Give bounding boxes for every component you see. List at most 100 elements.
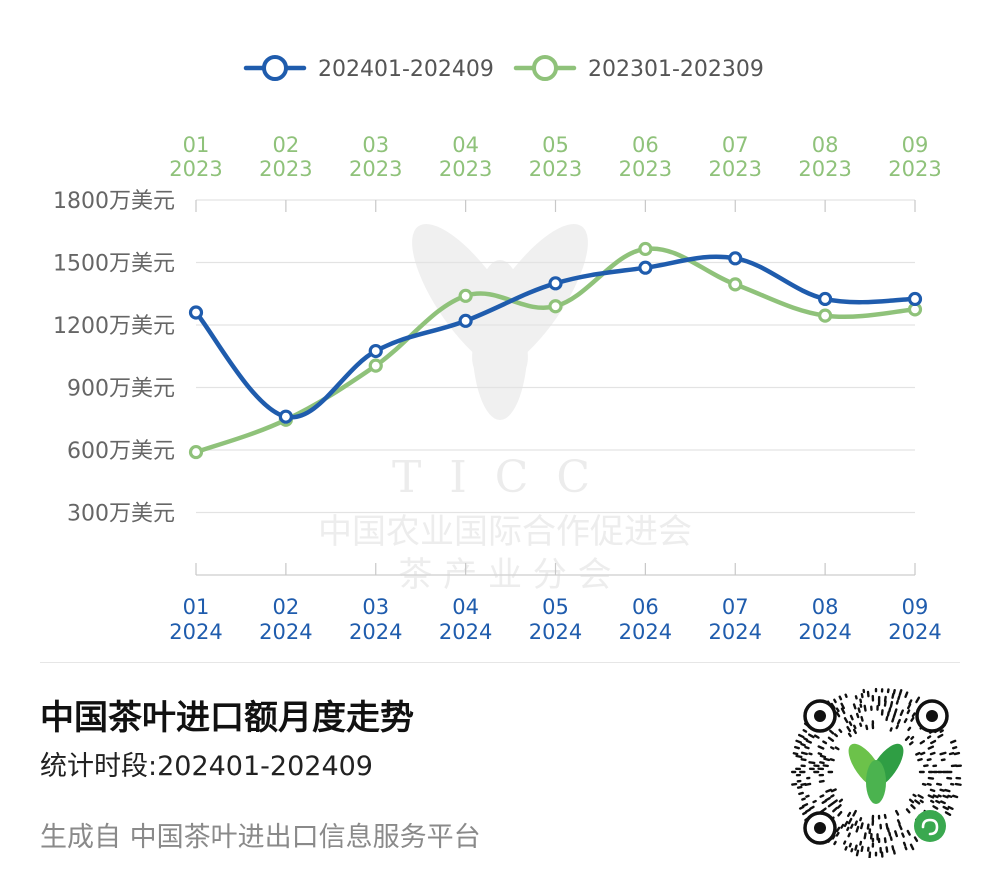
data-point[interactable] (278, 409, 293, 424)
qr-dot (840, 707, 846, 715)
qr-dot (860, 692, 864, 699)
ticc-watermark: TICC 中国农业国际合作促进会 茶 产 业 分 会 (318, 224, 692, 595)
qr-dot (848, 721, 853, 727)
qr-dot (854, 820, 858, 826)
footer-source: 生成自 中国茶叶进出口信息服务平台 (40, 822, 481, 853)
qr-finder-eye (803, 811, 837, 845)
qr-dot (883, 695, 887, 703)
qr-dot (935, 799, 941, 804)
qr-dot (866, 823, 870, 830)
qr-dot (849, 714, 854, 721)
qr-dot (910, 804, 916, 810)
y-tick-label: 1800万美元 (53, 189, 175, 214)
qr-dot (819, 754, 827, 759)
qr-dot (830, 794, 835, 798)
data-point[interactable] (728, 277, 743, 292)
x-tick-label-top-month: 05 (542, 133, 569, 157)
qr-dot (896, 718, 901, 725)
qr-dot (908, 798, 915, 804)
data-point[interactable] (907, 291, 923, 307)
qr-dot (795, 739, 802, 744)
qr-dot (835, 826, 841, 833)
qr-dot (863, 704, 867, 712)
qr-code-miniprogram-icon[interactable] (790, 686, 962, 858)
qr-dot (895, 809, 900, 816)
qr-dot (846, 811, 852, 818)
qr-dot (821, 799, 828, 804)
qr-finder-eye (803, 699, 837, 733)
qr-dot (818, 779, 825, 783)
x-tick-label-top-year: 2023 (259, 157, 312, 181)
qr-dot (805, 794, 810, 798)
tea-leaf-logo-icon (848, 743, 904, 804)
data-point[interactable] (188, 305, 204, 320)
data-point[interactable] (818, 291, 833, 307)
qr-dot (932, 805, 939, 810)
data-point[interactable] (368, 343, 383, 359)
qr-dot (942, 794, 949, 799)
x-tick-label-bottom-year: 2024 (529, 620, 582, 644)
qr-dot (947, 805, 954, 811)
data-point[interactable] (458, 313, 473, 328)
qr-dot (886, 827, 890, 833)
qr-dot (834, 746, 840, 751)
x-tick-label-bottom-month: 08 (812, 595, 839, 619)
qr-dot (936, 782, 943, 786)
qr-dot (911, 712, 916, 718)
badge-circle (914, 810, 946, 842)
qr-dot (915, 751, 921, 756)
data-point[interactable] (638, 260, 653, 275)
x-tick-label-bottom-year: 2024 (349, 620, 402, 644)
legend: 202401-202409 202301-202309 (243, 55, 764, 82)
y-tick-label: 1200万美元 (53, 314, 175, 339)
qr-dot (895, 699, 899, 705)
qr-dot (833, 698, 837, 704)
legend-label[interactable]: 202401-202409 (318, 57, 494, 82)
qr-dot (932, 794, 939, 799)
qr-dot (807, 733, 815, 739)
qr-dot (838, 695, 843, 701)
x-tick-label-top-month: 07 (722, 133, 749, 157)
qr-dot (840, 823, 845, 829)
qr-dot (801, 803, 809, 808)
qr-dot (898, 689, 903, 696)
qr-dot (889, 727, 893, 732)
qr-dot (796, 785, 803, 789)
qr-dot (800, 782, 807, 786)
x-tick-label-bottom-year: 2024 (709, 620, 762, 644)
qr-dot (863, 832, 867, 840)
qr-dot (912, 793, 917, 798)
y-tick-label: 300万美元 (67, 502, 175, 527)
qr-dot (827, 736, 835, 742)
x-tick-label-bottom-year: 2024 (798, 620, 851, 644)
qr-dot (954, 782, 962, 786)
qr-dot (942, 805, 949, 811)
x-tick-label-top-year: 2023 (169, 157, 222, 181)
qr-dot (802, 729, 808, 733)
tea-leaf-logo-watermark (412, 224, 588, 420)
qr-dot (844, 693, 848, 698)
data-point[interactable] (368, 358, 383, 373)
qr-dot (859, 698, 863, 704)
qr-dot (837, 811, 843, 817)
data-point[interactable] (818, 308, 833, 323)
data-point[interactable] (458, 288, 473, 303)
x-tick-label-top-month: 03 (362, 133, 389, 157)
qr-dot (914, 799, 921, 805)
data-point[interactable] (188, 444, 204, 460)
data-point[interactable] (548, 299, 563, 314)
y-tick-label: 1500万美元 (53, 252, 175, 277)
qr-dot (896, 819, 901, 825)
legend-label[interactable]: 202301-202309 (588, 57, 764, 82)
data-point[interactable] (728, 251, 743, 266)
qr-dot (819, 761, 825, 765)
x-tick-label-bottom-year: 2024 (888, 620, 941, 644)
qr-dot (886, 710, 890, 717)
watermark-ticc: TICC (392, 452, 618, 503)
qr-dot (904, 691, 909, 698)
qr-dot (854, 695, 858, 700)
data-point[interactable] (548, 276, 563, 291)
qr-dot (908, 699, 913, 705)
data-point[interactable] (638, 241, 653, 257)
qr-dot (952, 746, 958, 750)
